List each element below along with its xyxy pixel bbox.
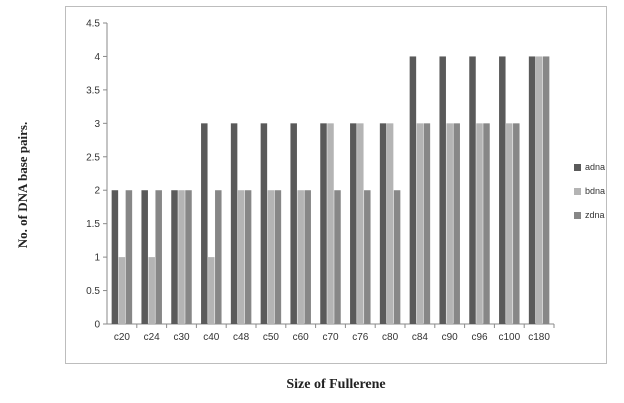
- bar-zdna-c30: [185, 190, 192, 324]
- x-axis-title: Size of Fullerene: [286, 377, 386, 392]
- bar-bdna-c100: [506, 123, 513, 324]
- legend-item-adna: adna: [574, 155, 605, 179]
- y-tick-label: 1.5: [86, 219, 100, 230]
- bar-adna-c20: [111, 190, 119, 324]
- y-tick-label: 0: [94, 320, 100, 331]
- x-tick-label: c48: [233, 332, 250, 343]
- bar-bdna-c90: [446, 123, 453, 324]
- bar-adna-c96: [469, 56, 476, 324]
- bar-bdna-c60: [297, 190, 304, 324]
- legend-swatch: [574, 211, 581, 219]
- bar-zdna-c70: [334, 190, 341, 324]
- bar-adna-c80: [379, 123, 387, 324]
- x-tick-label: c60: [293, 332, 310, 343]
- legend-label: zdna: [585, 210, 605, 220]
- bar-adna-c40: [201, 123, 208, 324]
- x-tick-label: c20: [114, 332, 131, 343]
- bar-bdna-c76: [357, 123, 364, 324]
- bar-bdna-c96: [476, 123, 483, 324]
- bar-zdna-c60: [304, 190, 311, 324]
- x-tick-label: c90: [442, 332, 459, 343]
- y-tick-label: 0.5: [86, 286, 100, 297]
- bar-adna-c90: [439, 56, 446, 324]
- legend: adna bdna zdna: [574, 155, 605, 227]
- chart-area: 0 0.5 1 1.5 2 2.5 3 3.5 4 4.5 c20 c24 c30 c40 c48 c50 c6…: [65, 6, 607, 364]
- bar-bdna-c20: [118, 257, 126, 324]
- bar-zdna-c96: [483, 123, 490, 324]
- bar-adna-c48: [230, 123, 238, 324]
- x-tick-label: c180: [528, 332, 550, 343]
- bar-adna-c180: [528, 56, 536, 324]
- bar-zdna-c84: [423, 123, 431, 324]
- y-tick-label: 4: [94, 52, 100, 63]
- bar-adna-c100: [499, 56, 506, 324]
- y-axis-title-wrapper: No. of DNA base pairs.: [10, 6, 36, 364]
- y-tick-label: 2.5: [86, 152, 100, 163]
- x-tick-label: c24: [144, 332, 161, 343]
- y-tick-label: 2: [94, 186, 100, 197]
- bar-zdna-c180: [542, 56, 550, 324]
- bar-adna-c70: [320, 123, 327, 324]
- bar-adna-c60: [290, 123, 297, 324]
- bar-zdna-c50: [274, 190, 282, 324]
- x-tick-label: c84: [412, 332, 429, 343]
- bar-zdna-c48: [244, 190, 252, 324]
- bar-adna-c76: [350, 123, 357, 324]
- y-tick-label: 3: [94, 119, 100, 130]
- bar-bdna-c84: [416, 123, 424, 324]
- x-tick-label: c40: [203, 332, 220, 343]
- bar-bdna-c180: [535, 56, 543, 324]
- bar-zdna-c100: [513, 123, 520, 324]
- bar-zdna-c76: [364, 190, 371, 324]
- x-tick-label: c96: [471, 332, 488, 343]
- bar-zdna-c20: [125, 190, 133, 324]
- x-tick-label: c76: [352, 332, 369, 343]
- bar-bdna-c40: [208, 257, 215, 324]
- legend-label: bdna: [585, 186, 606, 196]
- y-axis-title: No. of DNA base pairs.: [15, 121, 30, 249]
- legend-item-bdna: bdna: [574, 179, 605, 203]
- bar-adna-c50: [260, 123, 268, 324]
- legend-swatch: [574, 163, 581, 171]
- bar-adna-c84: [409, 56, 417, 324]
- bar-bdna-c24: [148, 257, 155, 324]
- bar-bdna-c50: [267, 190, 275, 324]
- x-tick-label: c30: [173, 332, 190, 343]
- legend-swatch: [574, 187, 581, 195]
- y-tick-label: 3.5: [86, 85, 100, 96]
- bar-zdna-c90: [453, 123, 460, 324]
- bar-bdna-c70: [327, 123, 334, 324]
- y-tick-label: 4.5: [86, 19, 100, 30]
- y-tick-label: 1: [94, 253, 100, 264]
- legend-item-zdna: zdna: [574, 203, 605, 227]
- bar-zdna-c40: [215, 190, 222, 324]
- bar-zdna-c24: [155, 190, 162, 324]
- plot-area: 0 0.5 1 1.5 2 2.5 3 3.5 4 4.5 c20 c24 c30 c40 c48 c50 c6…: [86, 19, 555, 343]
- x-tick-label: c70: [322, 332, 339, 343]
- bar-bdna-c48: [237, 190, 245, 324]
- x-tick-label: c80: [382, 332, 399, 343]
- bar-bdna-c30: [178, 190, 185, 324]
- bar-adna-c24: [141, 190, 148, 324]
- x-tick-label: c50: [263, 332, 280, 343]
- bar-bdna-c80: [386, 123, 394, 324]
- bar-zdna-c80: [393, 190, 401, 324]
- x-tick-label: c100: [498, 332, 520, 343]
- bar-adna-c30: [171, 190, 178, 324]
- legend-label: adna: [585, 162, 606, 172]
